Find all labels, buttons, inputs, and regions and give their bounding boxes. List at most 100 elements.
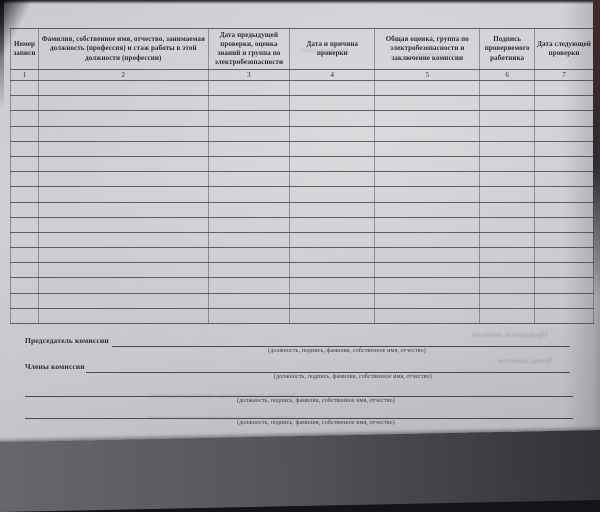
empty-cell — [10, 155, 39, 173]
table-empty-row — [10, 201, 594, 218]
empty-cell — [479, 79, 536, 97]
empty-cell — [10, 231, 39, 249]
bleed-through-ghost-text: Председатель комиссии — [472, 331, 548, 339]
empty-cell — [207, 155, 291, 173]
empty-cell — [374, 262, 481, 279]
chairman-signature-line — [112, 345, 570, 347]
empty-cell — [479, 277, 536, 294]
bleed-through-ghost-text: (должность, подпись, фамилия, собственно… — [148, 393, 296, 399]
bleed-through-ghost-text: (должность, подпись, фамилия, собственно… — [148, 415, 296, 421]
empty-cell — [374, 110, 481, 127]
table-empty-row — [10, 79, 594, 97]
column-number: 6 — [479, 69, 536, 81]
empty-cell — [37, 262, 209, 279]
empty-cell — [289, 79, 376, 97]
member-signature-caption: (должность, подпись, фамилия, собственно… — [237, 398, 395, 404]
empty-cell — [10, 216, 39, 233]
photo-edge-top — [0, 0, 600, 4]
empty-cell — [289, 140, 376, 157]
empty-cell — [374, 140, 481, 157]
empty-cell — [207, 125, 291, 142]
empty-cell — [289, 216, 376, 233]
member-signature-line — [25, 395, 573, 397]
empty-cell — [37, 125, 209, 142]
member-signature-caption: (должность, подпись, фамилия, собственно… — [237, 420, 395, 426]
column-number: 7 — [534, 69, 594, 81]
empty-cell — [10, 307, 39, 325]
table-empty-row — [10, 216, 594, 233]
empty-cell — [479, 247, 536, 264]
empty-cell — [534, 201, 594, 218]
empty-cell — [289, 110, 376, 127]
chairman-label: Председатель комиссии — [25, 336, 109, 345]
empty-cell — [37, 247, 209, 264]
empty-cell — [534, 247, 594, 264]
empty-cell — [207, 95, 291, 112]
photo-edge-left — [0, 0, 4, 110]
empty-cell — [534, 79, 594, 97]
empty-cell — [479, 186, 536, 203]
empty-cell — [534, 216, 594, 233]
empty-cell — [10, 262, 39, 279]
empty-cell — [374, 171, 481, 188]
empty-cell — [374, 155, 481, 173]
empty-cell — [534, 110, 594, 127]
empty-cell — [207, 231, 291, 249]
column-number: 3 — [207, 69, 291, 81]
column-header-next-check-date: Дата следующей проверки — [534, 28, 594, 70]
empty-cell — [10, 125, 39, 142]
empty-cell — [289, 125, 376, 142]
empty-cell — [207, 307, 291, 325]
empty-cell — [10, 201, 39, 218]
empty-cell — [534, 231, 594, 249]
table-header: Номер записи Фамилия, собственное имя, о… — [10, 28, 594, 81]
empty-cell — [37, 171, 209, 188]
empty-cell — [534, 125, 594, 142]
column-numbering-row: 1 2 3 4 5 6 7 — [10, 69, 594, 81]
empty-cell — [207, 292, 291, 309]
empty-cell — [534, 171, 594, 188]
empty-cell — [479, 231, 536, 249]
empty-cell — [207, 262, 291, 279]
empty-cell — [10, 110, 39, 127]
empty-cell — [374, 201, 481, 218]
table-empty-row — [10, 247, 594, 264]
empty-cell — [479, 171, 536, 188]
empty-cell — [289, 307, 376, 325]
empty-cell — [10, 171, 39, 188]
empty-cell — [534, 262, 594, 279]
photo-corner-top-left — [0, 0, 30, 60]
empty-cell — [207, 110, 291, 127]
table-empty-row — [10, 171, 594, 188]
empty-cell — [207, 277, 291, 294]
empty-cell — [374, 277, 481, 294]
empty-cell — [374, 292, 481, 309]
table-body — [10, 79, 594, 325]
empty-cell — [374, 247, 481, 264]
column-header-name-position: Фамилия, собственное имя, отчество, зани… — [37, 28, 209, 70]
empty-cell — [534, 140, 594, 157]
chairman-signature-caption: (должность, подпись, фамилия, собственно… — [268, 348, 426, 354]
table-empty-row — [10, 125, 594, 142]
empty-cell — [207, 247, 291, 264]
member-signature-line — [25, 417, 573, 419]
table-empty-row — [10, 292, 594, 309]
column-number: 1 — [10, 69, 39, 81]
table-empty-row — [10, 155, 594, 173]
empty-cell — [479, 262, 536, 279]
empty-cell — [534, 186, 594, 203]
table-empty-row — [10, 231, 594, 249]
bleed-through-ghost-text: Дата следующей — [412, 52, 457, 58]
empty-cell — [479, 201, 536, 218]
empty-cell — [10, 79, 39, 97]
empty-cell — [10, 140, 39, 157]
column-header-worker-signature: Подпись проверяемого работника — [479, 28, 536, 70]
column-number: 4 — [289, 69, 376, 81]
empty-cell — [289, 262, 376, 279]
empty-cell — [479, 140, 536, 157]
empty-cell — [289, 277, 376, 294]
bleed-through-ghost-text: Члены комиссии — [498, 357, 552, 365]
empty-cell — [37, 79, 209, 97]
table-empty-row — [10, 95, 594, 112]
